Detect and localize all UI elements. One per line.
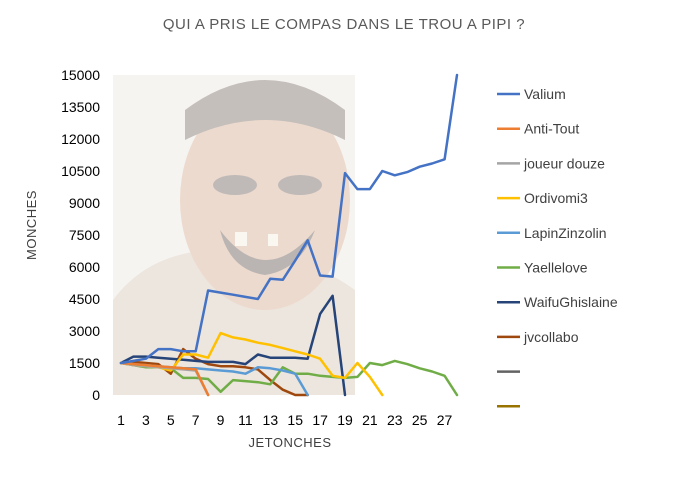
x-tick-label: 15 [287,412,303,428]
x-tick-label: 1 [117,412,125,428]
x-tick-label: 9 [217,412,225,428]
x-axis-ticks: 1 3 5 7 9 11 13 15 17 19 21 23 25 27 [117,412,452,428]
legend-label: Anti-Tout [524,121,579,137]
legend-label: LapinZinzolin [524,225,607,241]
legend-label: joueur douze [523,155,605,171]
series-line [119,359,459,397]
x-tick-label: 11 [238,412,253,428]
y-tick-label: 1500 [69,355,100,371]
x-tick-label: 7 [192,412,200,428]
y-tick-label: 0 [92,387,100,403]
series-line [119,294,347,397]
chart-title: QUI A PRIS LE COMPAS DANS LE TROU A PIPI… [163,16,525,33]
y-tick-label: 4500 [69,291,100,307]
x-tick-label: 5 [167,412,175,428]
y-tick-label: 10500 [61,163,100,179]
y-tick-label: 7500 [69,227,100,243]
x-tick-label: 25 [412,412,428,428]
laughing-man-photo [113,75,355,395]
x-tick-label: 21 [362,412,378,428]
y-tick-label: 15000 [61,67,100,83]
series-line [119,347,309,397]
legend-label: Valium [524,86,566,102]
legend: Valium Anti-Tout joueur douze Ordivomi3 Lapi… [497,86,618,408]
legend-label: Ordivomi3 [524,190,588,206]
y-tick-label: 3000 [69,323,100,339]
legend-label: WaifuGhislaine [524,294,618,310]
series-lines [119,73,459,397]
legend-label: Yaellelove [524,260,588,276]
x-tick-label: 27 [437,412,453,428]
y-tick-label: 12000 [61,131,100,147]
y-tick-label: 13500 [61,99,100,115]
x-tick-label: 3 [142,412,150,428]
x-tick-label: 17 [312,412,328,428]
x-tick-label: 23 [387,412,403,428]
x-tick-label: 19 [337,412,353,428]
x-axis-title: JETONCHES [249,435,332,450]
y-tick-label: 9000 [69,195,100,211]
series-line [119,361,210,397]
x-tick-label: 13 [263,412,279,428]
series-line [119,73,459,365]
legend-label: jvcollabo [523,329,579,345]
y-tick-label: 6000 [69,259,100,275]
y-axis-title: MONCHES [24,190,39,260]
y-axis-ticks: 0 1500 3000 4500 6000 7500 9000 10500 12000 13500… [61,67,100,403]
